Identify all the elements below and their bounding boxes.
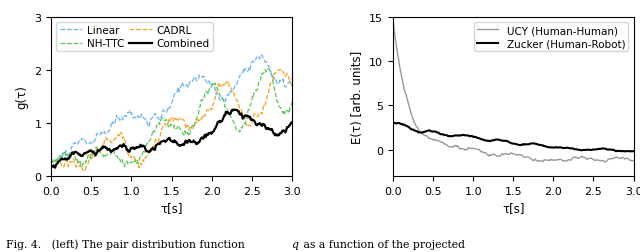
Zucker (Human-Robot) — [390, 122, 397, 125]
NH-TTC — [191, 120, 199, 123]
UCY (Human-Human) — [390, 26, 397, 29]
Line: UCY (Human-Human): UCY (Human-Human) — [393, 18, 634, 163]
Zucker (Human-Robot) — [389, 122, 397, 125]
X-axis label: τ[s]: τ[s] — [160, 202, 183, 214]
NH-TTC — [78, 166, 86, 169]
Zucker (Human-Robot) — [390, 122, 398, 125]
Zucker (Human-Robot) — [533, 143, 541, 146]
CADRL — [191, 121, 198, 124]
Line: Zucker (Human-Robot): Zucker (Human-Robot) — [393, 123, 634, 152]
NH-TTC — [288, 102, 296, 105]
UCY (Human-Human) — [630, 160, 637, 163]
X-axis label: τ[s]: τ[s] — [502, 202, 525, 214]
CADRL — [81, 169, 89, 172]
UCY (Human-Human) — [602, 161, 609, 164]
Legend: UCY (Human-Human), Zucker (Human-Robot): UCY (Human-Human), Zucker (Human-Robot) — [474, 23, 628, 52]
Linear — [191, 76, 198, 79]
Zucker (Human-Robot) — [532, 143, 540, 146]
Line: Linear: Linear — [51, 56, 292, 162]
UCY (Human-Human) — [532, 160, 540, 163]
CADRL — [195, 119, 203, 122]
Combined — [288, 121, 296, 124]
NH-TTC — [251, 90, 259, 93]
Combined — [230, 109, 237, 112]
NH-TTC — [47, 163, 55, 166]
CADRL — [276, 69, 284, 72]
Line: NH-TTC: NH-TTC — [51, 70, 292, 167]
Combined — [51, 167, 59, 170]
Linear — [191, 76, 199, 79]
Combined — [191, 141, 198, 144]
Zucker (Human-Robot) — [630, 150, 637, 153]
CADRL — [251, 113, 259, 116]
Combined — [48, 165, 56, 168]
CADRL — [191, 122, 199, 125]
Legend: Linear, NH-TTC, CADRL, Combined: Linear, NH-TTC, CADRL, Combined — [56, 23, 212, 52]
Linear — [195, 74, 203, 77]
NH-TTC — [264, 68, 271, 71]
CADRL — [47, 162, 55, 165]
Zucker (Human-Robot) — [627, 150, 635, 153]
Zucker (Human-Robot) — [537, 144, 545, 147]
Combined — [267, 129, 275, 132]
CADRL — [48, 161, 56, 164]
Y-axis label: E(τ) [arb. units]: E(τ) [arb. units] — [351, 51, 364, 143]
UCY (Human-Human) — [532, 158, 540, 161]
Linear — [49, 161, 57, 164]
UCY (Human-Human) — [608, 158, 616, 161]
Linear — [47, 160, 55, 163]
Combined — [252, 123, 259, 126]
Line: Combined: Combined — [51, 110, 292, 168]
CADRL — [266, 84, 274, 87]
Linear — [251, 60, 259, 63]
UCY (Human-Human) — [389, 16, 397, 19]
CADRL — [288, 85, 296, 88]
NH-TTC — [191, 125, 198, 128]
UCY (Human-Human) — [536, 160, 544, 163]
Combined — [191, 141, 199, 144]
Linear — [259, 54, 266, 57]
Zucker (Human-Robot) — [608, 149, 616, 152]
Linear — [48, 158, 56, 161]
UCY (Human-Human) — [592, 159, 600, 162]
Combined — [195, 141, 203, 144]
Zucker (Human-Robot) — [593, 148, 600, 151]
Text: as a function of the projected: as a function of the projected — [300, 239, 465, 249]
NH-TTC — [267, 73, 275, 76]
Text: Fig. 4.   (left) The pair distribution function: Fig. 4. (left) The pair distribution fun… — [6, 239, 249, 249]
Line: CADRL: CADRL — [51, 70, 292, 171]
NH-TTC — [48, 160, 56, 163]
Combined — [47, 165, 55, 168]
NH-TTC — [195, 107, 203, 110]
Linear — [288, 77, 296, 80]
Y-axis label: g(τ): g(τ) — [16, 85, 29, 109]
Text: q: q — [291, 239, 298, 249]
Linear — [267, 72, 275, 75]
